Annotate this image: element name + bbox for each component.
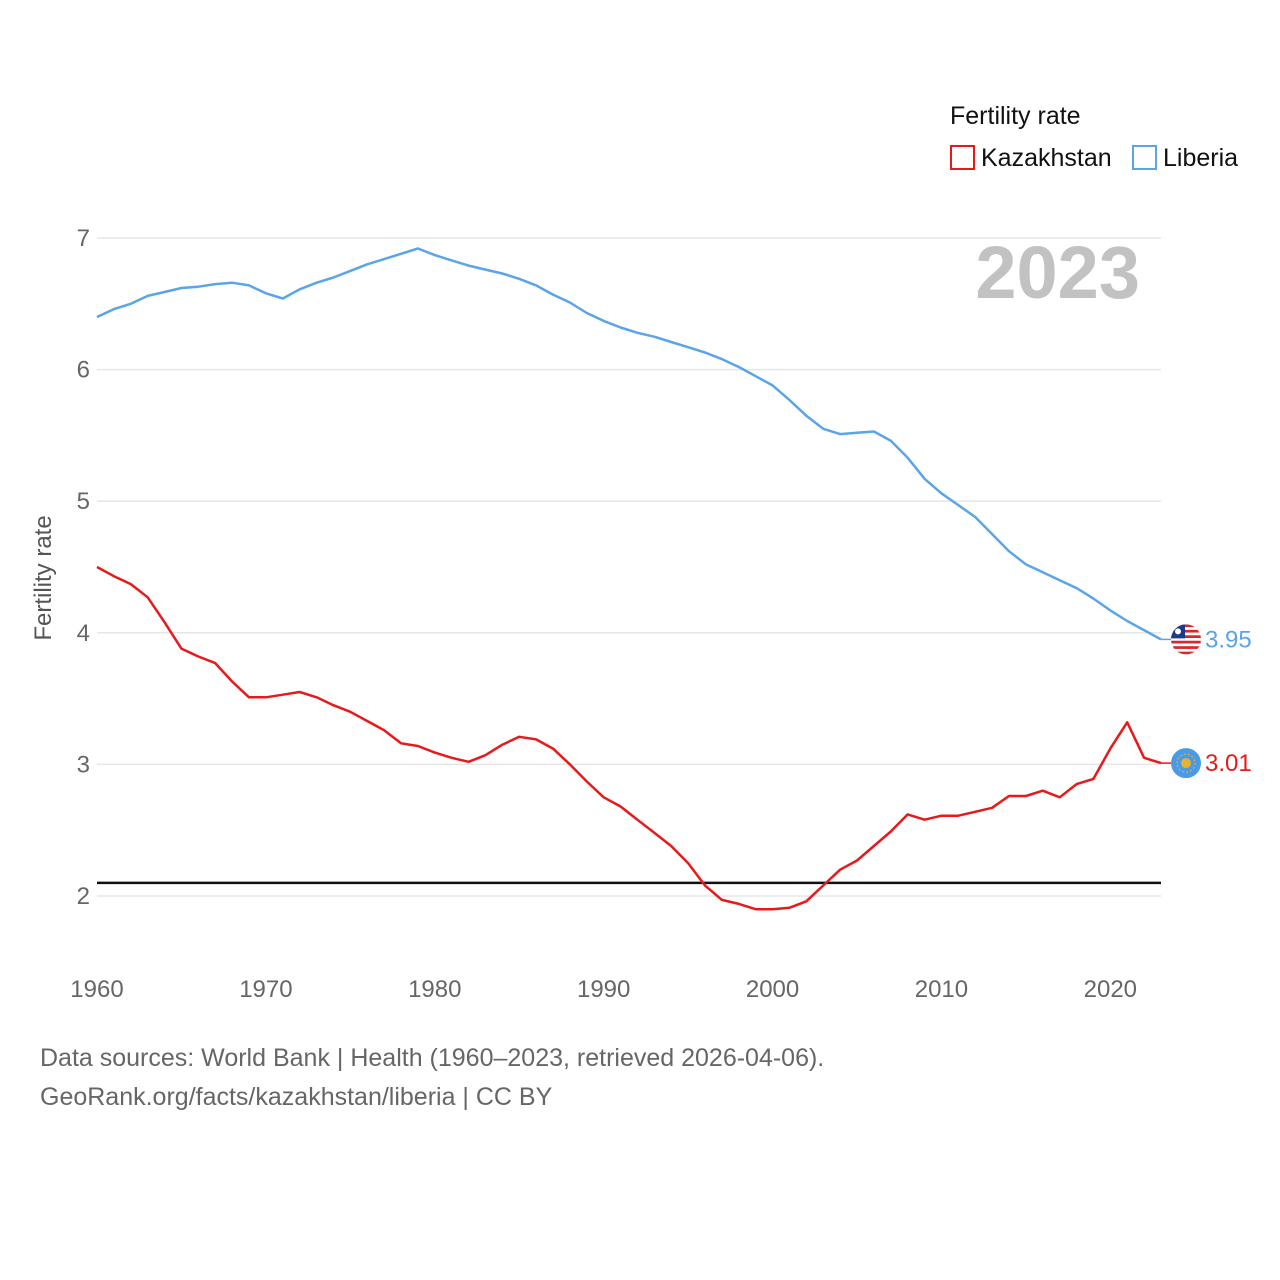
- y-tick-label: 6: [77, 357, 90, 384]
- series-line-liberia: [96, 247, 1162, 641]
- legend-swatch-liberia[interactable]: [1132, 145, 1157, 170]
- footer-link[interactable]: GeoRank.org/facts/kazakhstan/liberia | C…: [40, 1083, 553, 1111]
- series-line-kazakhstan: [96, 565, 1162, 911]
- y-tick-label: 7: [77, 225, 90, 252]
- legend: Fertility rate Kazakhstan Liberia: [950, 102, 1238, 172]
- kazakhstan-flag-icon: [1171, 748, 1201, 779]
- legend-swatch-kazakhstan[interactable]: [950, 145, 975, 170]
- end-label-liberia: 3.95: [1205, 626, 1252, 653]
- x-tick-label: 2020: [1084, 976, 1137, 1003]
- y-tick-label: 3: [77, 751, 90, 778]
- x-tick-label: 1990: [577, 976, 630, 1003]
- gridlines: [97, 237, 1161, 897]
- y-axis-ticks: 2 3 4 5 6 7: [77, 225, 90, 910]
- year-label: 2023: [975, 231, 1140, 314]
- end-label-kazakhstan: 3.01: [1205, 750, 1252, 777]
- legend-label-kazakhstan[interactable]: Kazakhstan: [981, 144, 1112, 172]
- x-axis-ticks: 1960 1970 1980 1990 2000 2010 2020: [70, 976, 1137, 1003]
- x-tick-label: 1980: [408, 976, 461, 1003]
- series-lines: [96, 247, 1162, 911]
- x-tick-label: 1960: [70, 976, 123, 1003]
- legend-title: Fertility rate: [950, 102, 1081, 130]
- end-markers: 3.01 3.95: [1161, 624, 1252, 779]
- footer-sources: Data sources: World Bank | Health (1960–…: [40, 1044, 825, 1072]
- x-tick-label: 2000: [746, 976, 799, 1003]
- liberia-flag-icon: [1171, 624, 1201, 655]
- x-tick-label: 1970: [239, 976, 292, 1003]
- x-tick-label: 2010: [915, 976, 968, 1003]
- legend-label-liberia[interactable]: Liberia: [1163, 144, 1238, 172]
- y-tick-label: 2: [77, 883, 90, 910]
- y-axis-label: Fertility rate: [30, 515, 57, 640]
- y-tick-label: 4: [77, 620, 90, 647]
- y-tick-label: 5: [77, 488, 90, 515]
